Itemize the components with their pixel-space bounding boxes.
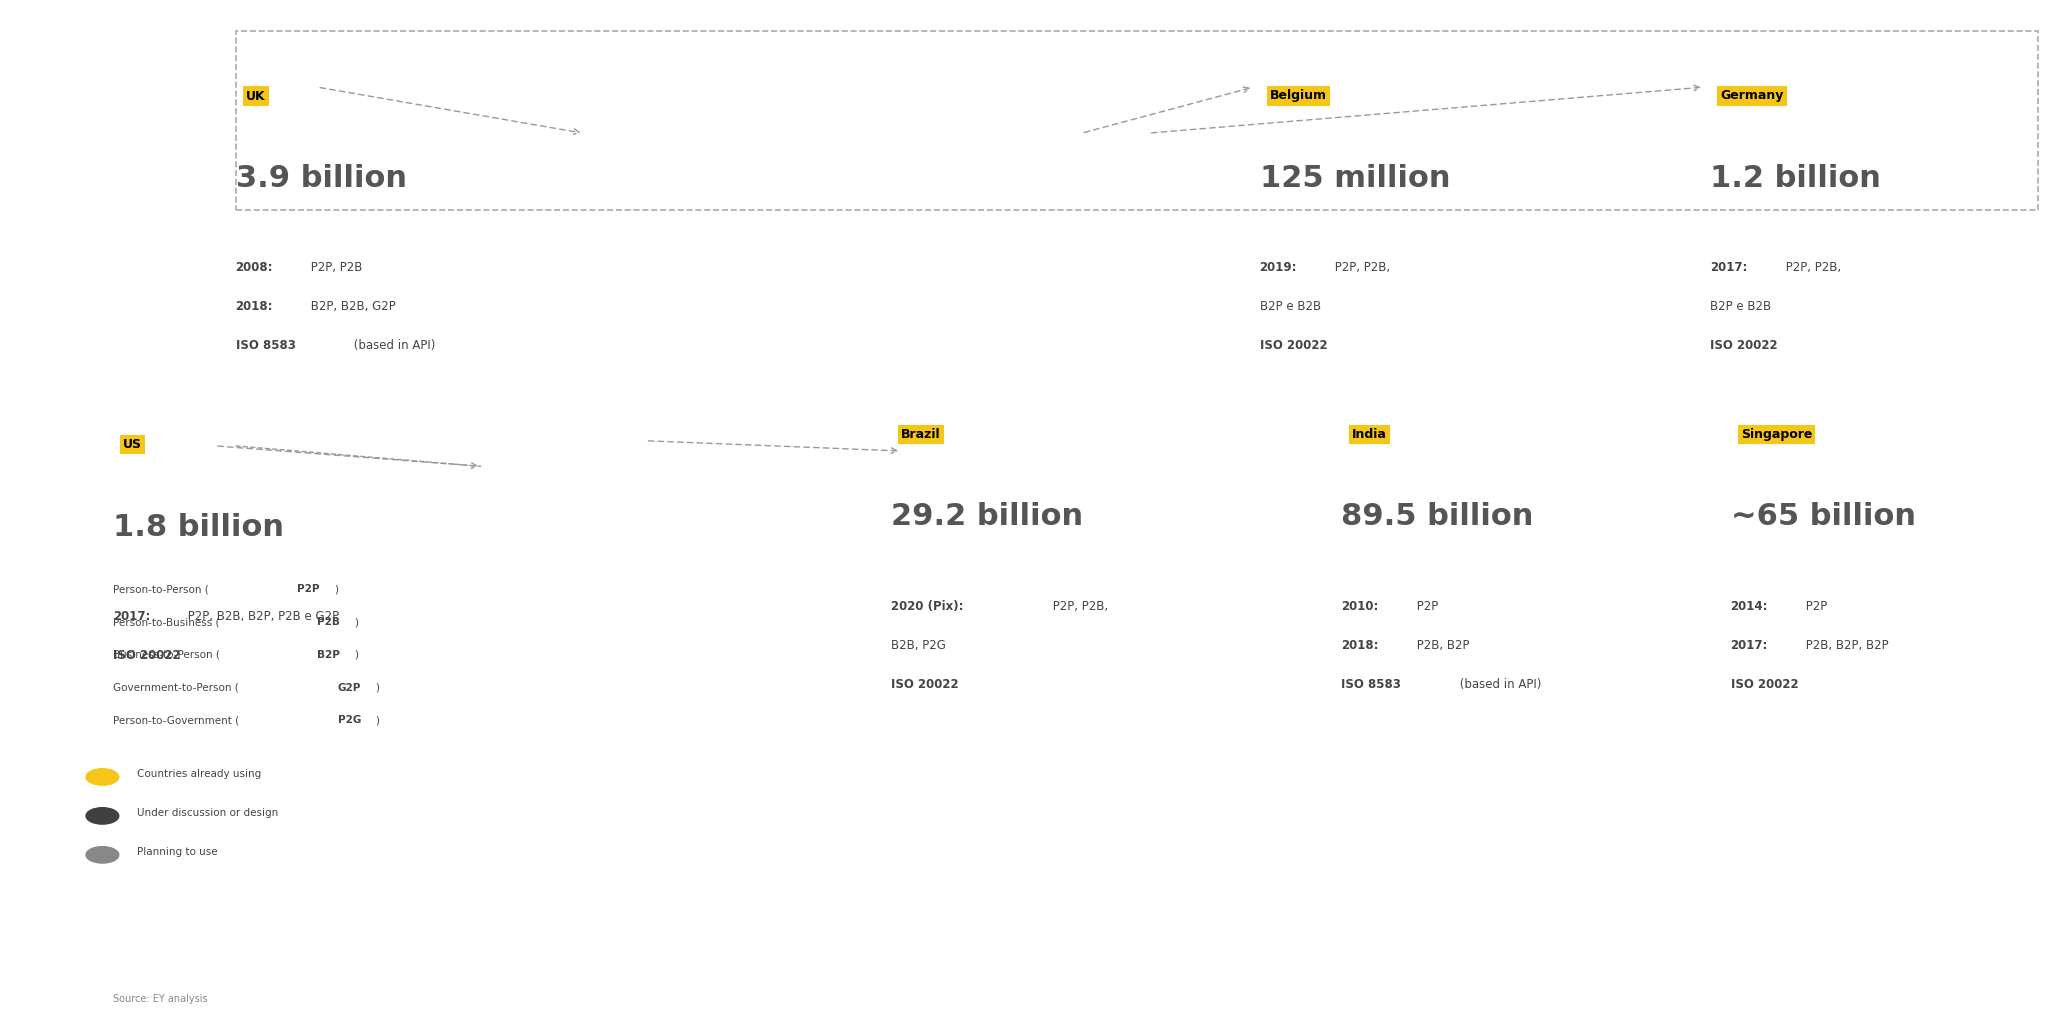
- Text: ~65 billion: ~65 billion: [1731, 502, 1915, 531]
- Text: ISO 20022: ISO 20022: [1710, 339, 1778, 353]
- Text: 2017:: 2017:: [1731, 639, 1767, 652]
- Circle shape: [86, 847, 119, 863]
- Text: 2010:: 2010:: [1341, 600, 1378, 613]
- Text: ISO 20022: ISO 20022: [1731, 678, 1798, 691]
- Text: 2014:: 2014:: [1731, 600, 1767, 613]
- Text: Under discussion or design: Under discussion or design: [137, 808, 279, 818]
- Text: B2P e B2B: B2P e B2B: [1260, 300, 1321, 314]
- Text: P2P, B2B, B2P, P2B e G2P: P2P, B2B, B2P, P2B e G2P: [184, 610, 340, 623]
- Text: Government-to-Person (: Government-to-Person (: [113, 683, 238, 693]
- Text: Belgium: Belgium: [1270, 89, 1327, 103]
- Text: ): ): [375, 715, 379, 726]
- Text: Person-to-Government (: Person-to-Government (: [113, 715, 240, 726]
- Text: P2P, P2B: P2P, P2B: [307, 261, 362, 275]
- Text: 89.5 billion: 89.5 billion: [1341, 502, 1534, 531]
- Text: ISO 20022: ISO 20022: [891, 678, 958, 691]
- Text: 2018:: 2018:: [1341, 639, 1378, 652]
- Text: G2P: G2P: [338, 683, 360, 693]
- Text: P2G: P2G: [338, 715, 360, 726]
- Text: P2B, B2P, B2P: P2B, B2P, B2P: [1802, 639, 1888, 652]
- Text: (based in API): (based in API): [1456, 678, 1542, 691]
- Text: Business-to-Person (: Business-to-Person (: [113, 650, 219, 660]
- Text: B2P: B2P: [317, 650, 340, 660]
- Text: ISO 20022: ISO 20022: [113, 649, 180, 662]
- Text: P2P: P2P: [297, 584, 319, 594]
- Text: ISO 8583: ISO 8583: [236, 339, 295, 353]
- Text: P2P: P2P: [1802, 600, 1827, 613]
- Bar: [236, 31, 2038, 210]
- Text: 1.8 billion: 1.8 billion: [113, 512, 283, 541]
- Circle shape: [86, 808, 119, 824]
- Text: P2P, P2B,: P2P, P2B,: [1331, 261, 1391, 275]
- Text: 1.2 billion: 1.2 billion: [1710, 164, 1880, 193]
- Text: Planning to use: Planning to use: [137, 847, 217, 857]
- Text: B2B, P2G: B2B, P2G: [891, 639, 946, 652]
- Text: B2P, B2B, G2P: B2P, B2B, G2P: [307, 300, 395, 314]
- Text: 3.9 billion: 3.9 billion: [236, 164, 406, 193]
- Text: 125 million: 125 million: [1260, 164, 1450, 193]
- Text: B2P e B2B: B2P e B2B: [1710, 300, 1772, 314]
- Text: Source: EY analysis: Source: EY analysis: [113, 994, 207, 1004]
- Text: ): ): [354, 617, 358, 627]
- Text: Singapore: Singapore: [1741, 427, 1812, 441]
- Text: P2P, P2B,: P2P, P2B,: [1782, 261, 1841, 275]
- Text: 2020 (Pix):: 2020 (Pix):: [891, 600, 963, 613]
- Text: US: US: [123, 438, 141, 451]
- Text: 2018:: 2018:: [236, 300, 272, 314]
- Text: ): ): [375, 683, 379, 693]
- Text: P2B, B2P: P2B, B2P: [1413, 639, 1470, 652]
- Text: 2017:: 2017:: [1710, 261, 1747, 275]
- Text: (based in API): (based in API): [350, 339, 436, 353]
- Text: 29.2 billion: 29.2 billion: [891, 502, 1083, 531]
- Text: ISO 8583: ISO 8583: [1341, 678, 1401, 691]
- Text: Person-to-Business (: Person-to-Business (: [113, 617, 219, 627]
- Text: ): ): [334, 584, 338, 594]
- Text: P2P: P2P: [1413, 600, 1438, 613]
- Text: 2019:: 2019:: [1260, 261, 1296, 275]
- Text: 2008:: 2008:: [236, 261, 272, 275]
- Text: Person-to-Person (: Person-to-Person (: [113, 584, 209, 594]
- Text: Brazil: Brazil: [901, 427, 940, 441]
- Text: Countries already using: Countries already using: [137, 769, 262, 779]
- Text: India: India: [1352, 427, 1386, 441]
- Circle shape: [86, 769, 119, 785]
- Text: ): ): [354, 650, 358, 660]
- Text: ISO 20022: ISO 20022: [1260, 339, 1327, 353]
- Text: Germany: Germany: [1720, 89, 1784, 103]
- Text: P2B: P2B: [317, 617, 340, 627]
- Text: 2017:: 2017:: [113, 610, 150, 623]
- Text: UK: UK: [246, 89, 266, 103]
- Text: P2P, P2B,: P2P, P2B,: [1049, 600, 1108, 613]
